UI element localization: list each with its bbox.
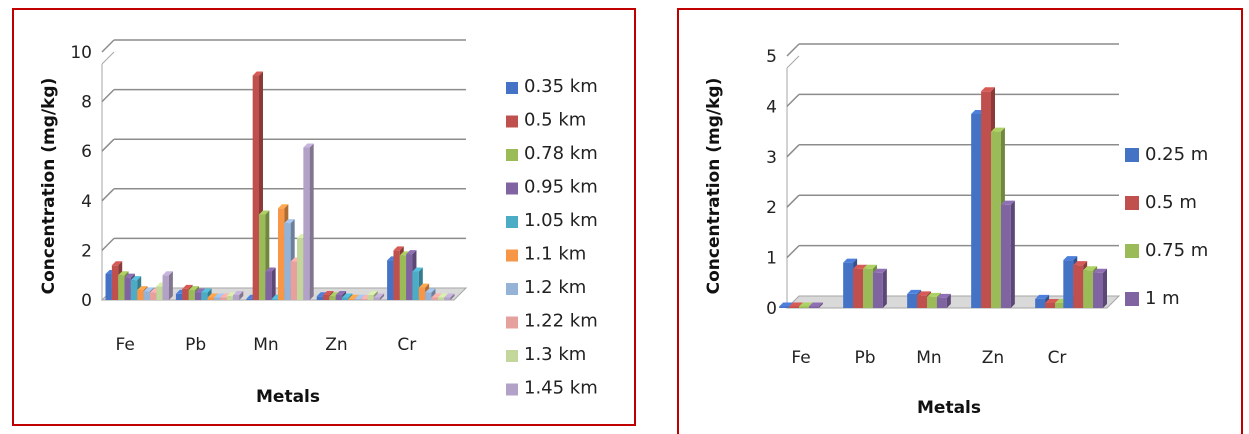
left-chart-bar: [373, 293, 385, 300]
left-chart-y-tick-label: 4: [81, 192, 92, 212]
left-chart-legend-swatch: [506, 82, 518, 94]
left-chart-wall-edge: [101, 51, 115, 65]
left-chart-bar: [162, 271, 173, 300]
left-chart-y-tick-label: 6: [81, 142, 92, 162]
right-chart-legend-swatch: [1125, 244, 1139, 258]
left-chart-legend-swatch: [506, 149, 518, 161]
left-chart-legend-swatch: [506, 249, 518, 262]
left-chart-legend-label: 1.1 km: [524, 244, 586, 265]
right-chart-bar: [1093, 268, 1107, 308]
right-chart-x-tick-label: Zn: [982, 348, 1004, 368]
left-chart-bar: [444, 293, 455, 300]
right-chart-legend-item: 0.25 m: [1125, 144, 1208, 165]
right-chart-wall-edge: [786, 55, 800, 69]
left-chart-legend-label: 0.78 km: [524, 143, 598, 164]
left-chart-legend-item: 1.05 km: [506, 210, 598, 231]
left-chart-legend-label: 1.3 km: [524, 344, 586, 365]
left-chart-legend-item: 1.22 km: [506, 311, 598, 332]
right-chart-gridline-edge: [786, 194, 800, 208]
chart-panel-left: 0 2 4 6 8 10 Fe Pb Mn Zn Cr Metals Concentration (mg…: [12, 8, 636, 426]
right-chart-legend-swatch: [1125, 292, 1139, 306]
left-chart-bar: [265, 267, 276, 300]
left-chart-legend-item: 1.1 km: [506, 244, 586, 265]
left-chart-gridline-edge: [101, 237, 115, 251]
chart-right-svg: 0 1 2 3 4 5 Fe Pb Mn Zn Cr Metals Concentration (mg/…: [704, 43, 1208, 418]
left-chart-legend-swatch: [506, 216, 518, 228]
right-chart-gridline-edge: [786, 144, 800, 158]
left-chart-x-tick-label: Zn: [325, 335, 347, 355]
left-chart-legend-label: 0.35 km: [524, 76, 598, 97]
left-chart-x-tick-label: Cr: [397, 335, 416, 355]
left-chart-y-tick-label: 0: [81, 291, 92, 311]
right-chart-legend-label: 0.5 m: [1145, 192, 1197, 213]
right-chart-y-tick-label: 4: [766, 97, 777, 117]
right-chart-legend-label: 0.25 m: [1145, 144, 1208, 165]
right-chart-gridline-edge: [786, 43, 800, 57]
right-chart-gridline-edge: [786, 93, 800, 107]
left-chart-bar: [232, 291, 244, 300]
left-chart-y-tick-label: 8: [81, 93, 92, 113]
right-chart-y-tick-label: 0: [766, 299, 777, 319]
left-chart-legend-swatch: [506, 383, 518, 396]
right-chart-bar: [936, 293, 951, 308]
right-chart-y-tick-label: 2: [766, 198, 777, 218]
right-chart-bar: [872, 268, 887, 308]
left-chart-gridline-edge: [101, 39, 115, 53]
left-chart-legend-swatch: [506, 283, 518, 295]
left-chart-legend-label: 0.95 km: [524, 177, 598, 198]
right-chart-gridline-edge: [786, 245, 800, 259]
right-chart-bar: [1000, 200, 1015, 308]
right-chart-x-tick-label: Pb: [854, 348, 875, 368]
left-chart-legend-swatch: [506, 182, 518, 195]
left-chart-legend-label: 1.2 km: [524, 277, 586, 298]
right-chart-y-axis-title: Concentration (mg/kg): [704, 78, 724, 295]
left-chart-legend-item: 0.78 km: [506, 143, 598, 164]
left-chart-legend-label: 0.5 km: [524, 110, 586, 131]
right-chart-legend-item: 1 m: [1125, 288, 1180, 309]
right-chart-bar: [808, 302, 823, 308]
right-chart-legend-label: 0.75 m: [1145, 240, 1208, 261]
left-chart-legend-swatch: [506, 316, 518, 329]
left-chart-legend-item: 1.45 km: [506, 378, 598, 399]
left-chart-gridline-edge: [101, 89, 115, 103]
chart-panel-right: 0 1 2 3 4 5 Fe Pb Mn Zn Cr Metals Concentration (mg/…: [677, 8, 1243, 434]
left-chart-y-tick-label: 2: [81, 241, 92, 261]
chart-left-svg: 0 2 4 6 8 10 Fe Pb Mn Zn Cr Metals Concentration (mg…: [39, 39, 598, 407]
right-chart-legend-swatch: [1125, 148, 1139, 162]
left-chart-legend-label: 1.22 km: [524, 311, 598, 332]
left-chart-y-tick-label: 10: [70, 43, 92, 63]
right-chart-legend-label: 1 m: [1145, 288, 1180, 309]
left-chart-legend-label: 1.45 km: [524, 378, 598, 399]
left-chart-x-tick-label: Mn: [253, 335, 278, 355]
left-chart-legend-item: 0.5 km: [506, 110, 586, 131]
left-chart-bar: [303, 143, 314, 300]
right-chart-legend-item: 0.5 m: [1125, 192, 1197, 213]
right-chart-x-tick-label: Fe: [791, 348, 810, 368]
left-chart-legend-item: 0.95 km: [506, 177, 598, 198]
left-chart-x-axis-title: Metals: [256, 387, 320, 407]
left-chart-legend-item: 1.3 km: [506, 344, 586, 365]
left-chart-legend-item: 0.35 km: [506, 76, 598, 97]
right-chart-y-tick-label: 5: [766, 47, 777, 67]
right-chart-y-tick-label: 1: [766, 249, 777, 269]
right-chart-legend-item: 0.75 m: [1125, 240, 1208, 261]
right-chart-x-axis-title: Metals: [917, 398, 981, 418]
right-chart-y-tick-label: 3: [766, 148, 777, 168]
left-chart-legend-swatch: [506, 115, 518, 128]
left-chart-legend-swatch: [506, 350, 518, 362]
left-chart-x-tick-label: Pb: [185, 335, 206, 355]
right-chart-x-tick-label: Mn: [916, 348, 941, 368]
left-chart-gridline-edge: [101, 138, 115, 152]
left-chart-legend-item: 1.2 km: [506, 277, 586, 298]
left-chart-gridline-edge: [101, 188, 115, 202]
right-chart-x-tick-label: Cr: [1048, 348, 1067, 368]
left-chart-legend-label: 1.05 km: [524, 210, 598, 231]
left-chart-x-tick-label: Fe: [116, 335, 135, 355]
right-chart-legend-swatch: [1125, 196, 1139, 210]
left-chart-y-axis-title: Concentration (mg/kg): [39, 78, 59, 295]
